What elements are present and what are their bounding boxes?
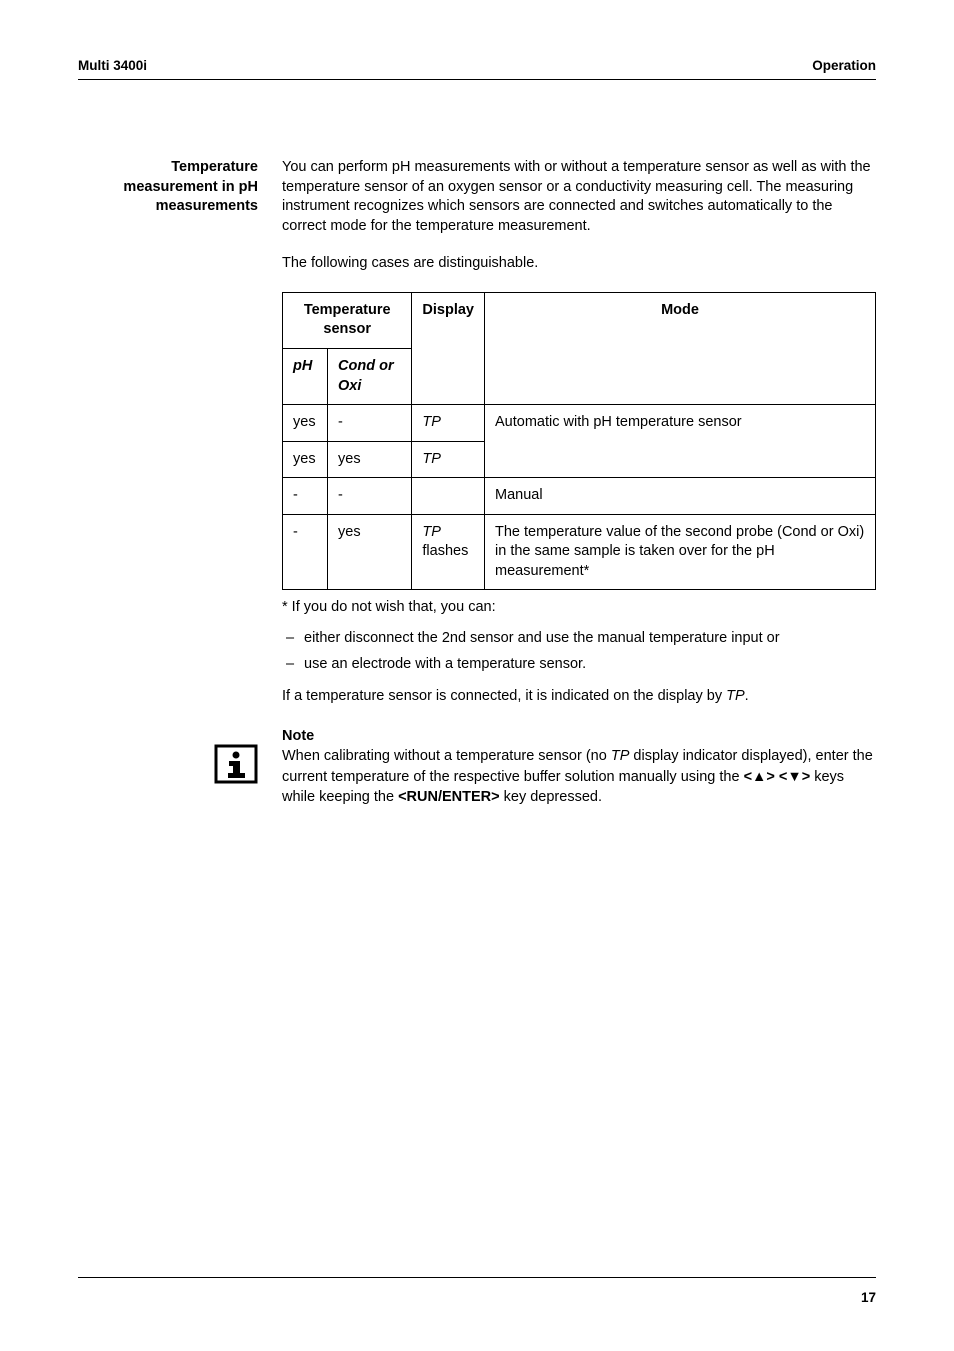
page-number: 17 bbox=[861, 1290, 876, 1305]
bullet-dash-icon: – bbox=[282, 654, 304, 674]
table-header-row-1: Temperature sensor Display Mode bbox=[283, 292, 876, 348]
th-display: Display bbox=[412, 292, 485, 404]
header-right: Operation bbox=[812, 58, 876, 73]
th-mode: Mode bbox=[485, 292, 876, 404]
tp-para-post: . bbox=[745, 688, 749, 704]
cell-ph: yes bbox=[283, 405, 328, 442]
header-bar: Multi 3400i Operation bbox=[78, 58, 876, 80]
cell-cond: yes bbox=[328, 441, 412, 478]
tp-para-italic: TP bbox=[726, 688, 745, 704]
th-cond: Cond or Oxi bbox=[328, 348, 412, 404]
note-post: key depressed. bbox=[500, 789, 602, 805]
note-text: Note When calibrating without a temperat… bbox=[282, 726, 876, 807]
cell-display: TP bbox=[412, 405, 485, 442]
cell-mode: Manual bbox=[485, 478, 876, 515]
bullet-text: either disconnect the 2nd sensor and use… bbox=[304, 628, 876, 648]
table-row: yes - TP Automatic with pH temperature s… bbox=[283, 405, 876, 442]
info-icon bbox=[214, 744, 258, 784]
cell-mode: Automatic with pH temperature sensor bbox=[485, 405, 876, 478]
table-row: - - Manual bbox=[283, 478, 876, 515]
cell-display: TP flashes bbox=[412, 514, 485, 590]
note-row: Note When calibrating without a temperat… bbox=[78, 726, 876, 807]
tp-para-pre: If a temperature sensor is connected, it… bbox=[282, 688, 726, 704]
list-item: – either disconnect the 2nd sensor and u… bbox=[282, 628, 876, 648]
cell-mode: The temperature value of the second prob… bbox=[485, 514, 876, 590]
note-tp: TP bbox=[611, 748, 630, 764]
page: Multi 3400i Operation Temperature measur… bbox=[0, 0, 954, 1351]
cell-cond: - bbox=[328, 478, 412, 515]
bullet-text: use an electrode with a temperature sens… bbox=[304, 654, 876, 674]
cell-display-tp: TP bbox=[422, 524, 441, 540]
body-column: You can perform pH measurements with or … bbox=[282, 158, 876, 724]
side-heading: Temperature measurement in pH measuremen… bbox=[78, 158, 258, 724]
cell-ph: - bbox=[283, 514, 328, 590]
note-pre: When calibrating without a temperature s… bbox=[282, 748, 611, 764]
main-grid: Temperature measurement in pH measuremen… bbox=[78, 158, 876, 724]
note-keys-1: <▲> <▼> bbox=[744, 769, 811, 785]
cell-display bbox=[412, 478, 485, 515]
tp-paragraph: If a temperature sensor is connected, it… bbox=[282, 687, 876, 707]
table-row: - yes TP flashes The temperature value o… bbox=[283, 514, 876, 590]
bullet-list: – either disconnect the 2nd sensor and u… bbox=[282, 628, 876, 675]
cell-ph: - bbox=[283, 478, 328, 515]
bullet-dash-icon: – bbox=[282, 628, 304, 648]
intro-paragraph-1: You can perform pH measurements with or … bbox=[282, 158, 876, 236]
cell-display: TP bbox=[412, 441, 485, 478]
cell-display-rest: flashes bbox=[422, 543, 468, 559]
note-keys-2: <RUN/ENTER> bbox=[398, 789, 500, 805]
cell-ph: yes bbox=[283, 441, 328, 478]
footer: 17 bbox=[78, 1277, 876, 1305]
note-title: Note bbox=[282, 728, 314, 744]
intro-paragraph-2: The following cases are distinguishable. bbox=[282, 254, 876, 274]
list-item: – use an electrode with a temperature se… bbox=[282, 654, 876, 674]
th-ph: pH bbox=[283, 348, 328, 404]
cell-cond: - bbox=[328, 405, 412, 442]
cell-cond: yes bbox=[328, 514, 412, 590]
note-icon-cell bbox=[78, 726, 258, 807]
footnote-star: * If you do not wish that, you can: bbox=[282, 598, 876, 618]
temperature-table: Temperature sensor Display Mode pH Cond … bbox=[282, 292, 876, 591]
th-sensor: Temperature sensor bbox=[283, 292, 412, 348]
header-left: Multi 3400i bbox=[78, 58, 147, 73]
